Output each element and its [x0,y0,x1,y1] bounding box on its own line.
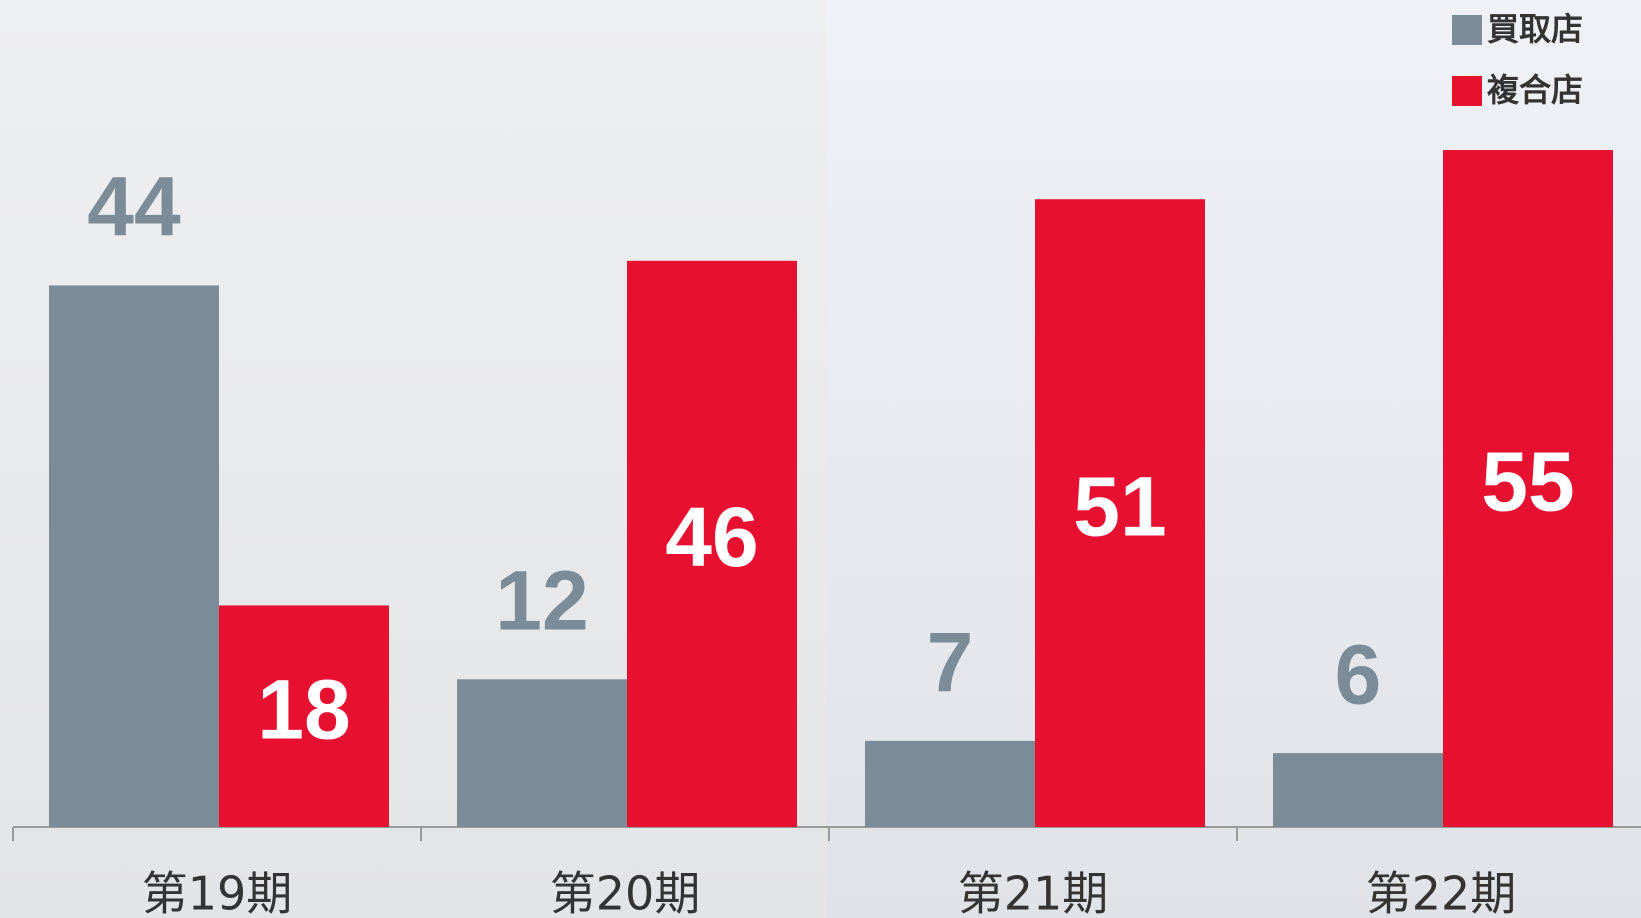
value-label: 51 [1073,459,1166,553]
value-label: 7 [927,615,974,709]
value-label: 44 [87,160,181,254]
bar [627,260,797,827]
value-label: 12 [495,553,588,647]
bar [1035,199,1205,828]
legend-label: 買取店 [1487,10,1583,48]
x-tick-label: 第22期 [1366,867,1517,918]
x-tick-label: 第19期 [142,867,293,918]
bar [457,679,627,827]
bar [1273,753,1443,827]
legend-swatch [1452,15,1482,45]
legend-swatch [1452,76,1482,106]
value-label: 46 [665,490,758,584]
value-label: 18 [257,662,350,756]
value-label: 55 [1481,435,1574,529]
bar [1443,150,1613,827]
bar [49,285,219,827]
x-tick-label: 第21期 [958,867,1109,918]
bar [865,740,1035,827]
legend-label: 複合店 [1487,71,1583,109]
bar [219,605,389,827]
value-label: 6 [1335,627,1382,721]
x-tick-label: 第20期 [550,867,701,918]
